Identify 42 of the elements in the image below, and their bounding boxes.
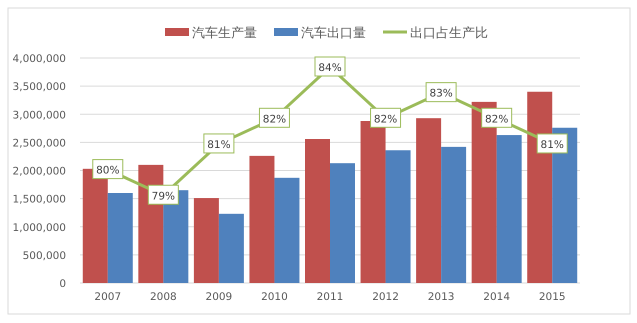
y-tick-label: 4,000,000 bbox=[12, 53, 66, 65]
data-label: 83% bbox=[429, 88, 453, 100]
bar bbox=[441, 146, 466, 283]
bar bbox=[305, 139, 330, 283]
data-label: 84% bbox=[318, 62, 342, 74]
data-label: 81% bbox=[540, 138, 564, 151]
legend-label: 汽车出口量 bbox=[301, 26, 366, 41]
bar bbox=[249, 156, 274, 283]
legend-label: 汽车生产量 bbox=[192, 26, 257, 41]
y-tick-label: 1,500,000 bbox=[12, 194, 66, 206]
bar bbox=[496, 135, 522, 283]
data-label: 79% bbox=[152, 190, 176, 202]
y-tick-label: 1,000,000 bbox=[12, 222, 66, 234]
data-label: 82% bbox=[374, 113, 398, 126]
legend-label: 出口占生产比 bbox=[410, 26, 488, 41]
x-tick-label: 2013 bbox=[428, 291, 454, 303]
bar bbox=[416, 118, 442, 283]
bar bbox=[274, 178, 300, 283]
x-tick-label: 2009 bbox=[206, 291, 232, 303]
y-tick-label: 0 bbox=[59, 278, 66, 290]
x-tick-label: 2014 bbox=[483, 291, 510, 303]
data-label: 80% bbox=[96, 164, 120, 177]
data-label: 82% bbox=[262, 113, 286, 126]
data-label: 81% bbox=[207, 138, 231, 151]
bar bbox=[108, 193, 133, 283]
y-tick-label: 3,500,000 bbox=[12, 81, 66, 94]
x-tick-label: 2008 bbox=[150, 291, 177, 303]
bar bbox=[218, 214, 244, 283]
y-tick-label: 2,000,000 bbox=[12, 166, 66, 178]
y-tick-label: 2,500,000 bbox=[12, 137, 66, 150]
y-tick-label: 3,000,000 bbox=[12, 109, 66, 122]
bar bbox=[194, 198, 219, 283]
bar bbox=[330, 163, 355, 283]
y-tick-label: 500,000 bbox=[22, 250, 66, 262]
data-label: 82% bbox=[484, 113, 508, 126]
x-tick-label: 2010 bbox=[261, 291, 288, 303]
bar bbox=[360, 121, 386, 283]
bar bbox=[386, 150, 411, 283]
x-tick-label: 2012 bbox=[372, 291, 399, 303]
x-tick-label: 2007 bbox=[94, 291, 122, 303]
x-tick-label: 2015 bbox=[538, 291, 566, 303]
x-tick-label: 2011 bbox=[316, 291, 344, 303]
